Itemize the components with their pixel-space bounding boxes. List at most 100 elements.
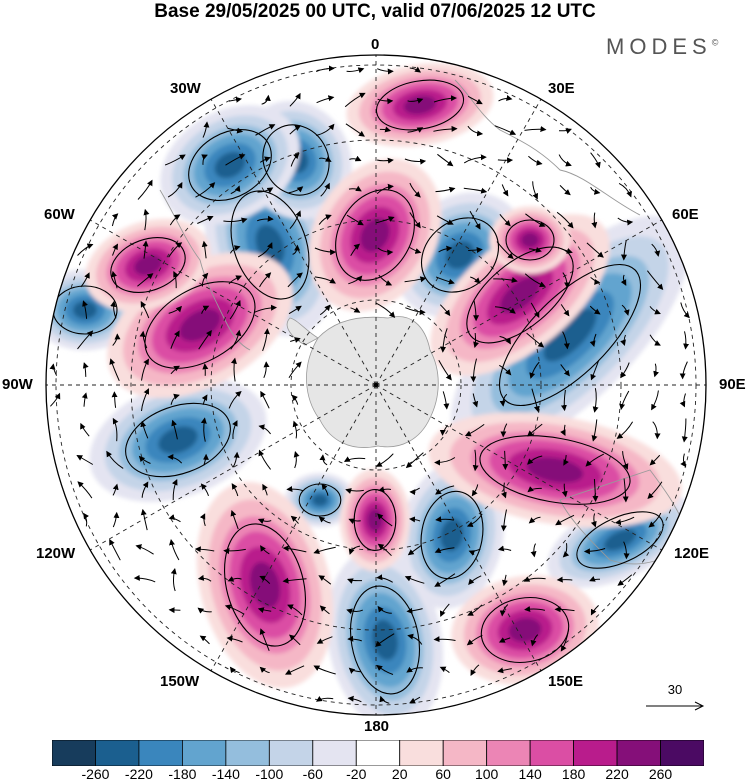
wind-arrow-119: [140, 301, 150, 319]
wind-arrow-238: [345, 488, 364, 494]
wind-arrow-283: [530, 543, 537, 558]
wind-arrow-144: [262, 328, 270, 352]
colorbar-swatch-11: [529, 740, 574, 766]
wind-arrow-209: [106, 450, 124, 469]
wind-arrow-243: [501, 482, 507, 499]
colorbar-tick-label: 220: [605, 766, 629, 782]
lon-label-180: 180: [364, 718, 390, 735]
wind-arrow-42: [137, 179, 153, 200]
wind-arrow-86: [350, 243, 361, 256]
anomaly-contour-11: [144, 281, 256, 369]
wind-arrow-0: [315, 65, 335, 73]
anomaly-contour-12: [335, 189, 415, 281]
meridian-7: [210, 384, 377, 672]
wind-arrow-76: [617, 217, 634, 226]
anomaly-field: [46, 63, 693, 715]
wind-arrow-228: [680, 453, 687, 468]
wind-arrow-20: [379, 126, 392, 133]
wind-arrow-171: [653, 363, 660, 378]
wind-arrow-26: [558, 128, 572, 134]
wind-arrow-122: [229, 299, 241, 320]
anomaly-contour-13: [466, 246, 574, 344]
wind-arrow-272: [194, 546, 215, 553]
wind-arrow-290: [227, 576, 242, 582]
wind-arrow-185: [531, 388, 540, 413]
wind-arrow-103: [259, 272, 272, 288]
wind-arrow-66: [318, 214, 332, 225]
wind-arrow-186: [560, 389, 567, 412]
wind-arrow-344: [379, 695, 390, 704]
positive-anomaly-17-level-5: [508, 617, 542, 643]
wind-arrow-148: [499, 335, 511, 345]
anomaly-contour-1: [230, 190, 310, 300]
wind-arrow-47: [287, 186, 304, 194]
wind-arrow-101: [201, 272, 209, 287]
wind-arrow-165: [470, 358, 477, 383]
wind-arrow-226: [622, 451, 629, 470]
wind-arrow-313: [439, 603, 450, 618]
wind-arrow-149: [526, 332, 545, 348]
wind-arrow-23: [467, 125, 484, 137]
wind-arrow-277: [348, 545, 361, 555]
wind-arrow-337: [376, 664, 394, 675]
wind-arrow-315: [499, 604, 509, 617]
wind-arrow-25: [524, 126, 547, 132]
wind-arrow-270: [135, 544, 154, 555]
wind-arrow-74: [556, 211, 574, 229]
wind-arrow-82: [229, 245, 241, 254]
positive-anomaly-16-level-5: [367, 508, 383, 532]
wind-arrow-8: [344, 92, 366, 108]
wind-arrow-125: [319, 304, 331, 316]
lon-label-120w: 120W: [36, 545, 76, 562]
wind-arrow-93: [557, 247, 573, 254]
colorbar-tick-label: 100: [474, 766, 499, 782]
wind-arrow-219: [405, 452, 424, 469]
wind-arrow-233: [200, 483, 209, 497]
wind-arrow-291: [259, 575, 271, 584]
wind-arrow-311: [377, 605, 392, 614]
wind-arrow-172: [679, 361, 688, 380]
colorbar-swatch-7: [355, 740, 401, 766]
wind-arrow-289: [197, 574, 212, 582]
anomaly-contour-5: [420, 490, 484, 580]
wind-arrow-231: [141, 481, 149, 498]
colorbar-tick-label: -180: [168, 766, 197, 782]
wind-arrow-323: [316, 636, 333, 644]
wind-arrow-48: [320, 182, 330, 197]
meridian-4: [375, 384, 663, 551]
wind-arrow-187: [592, 388, 599, 413]
wind-arrow-170: [620, 362, 630, 379]
positive-anomaly-12-level-5: [360, 218, 390, 252]
lon-label-0: 0: [371, 36, 380, 53]
wind-arrow-316: [524, 606, 546, 612]
wind-arrow-274: [260, 545, 270, 555]
wind-arrow-133: [560, 304, 570, 317]
wind-arrow-152: [620, 334, 626, 346]
wind-arrow-118: [110, 300, 117, 319]
wind-arrow-339: [439, 666, 450, 674]
wind-arrow-164: [438, 360, 452, 381]
lat-lon-grid: [46, 55, 706, 715]
meridian-10: [89, 219, 377, 386]
wind-arrow-138: [77, 330, 94, 350]
wind-arrow-271: [169, 539, 180, 561]
wind-arrow-16: [255, 124, 276, 136]
wind-arrow-253: [199, 513, 206, 527]
wind-arrow-15: [227, 127, 244, 134]
wind-arrow-128: [405, 307, 426, 316]
wind-arrow-150: [562, 331, 570, 350]
colorbar-tick-label: 60: [435, 766, 451, 782]
wind-arrow-163: [288, 361, 302, 379]
colorbar-swatch-3: [181, 740, 227, 766]
wind-arrow-9: [377, 98, 394, 105]
wind-arrow-227: [649, 454, 661, 466]
wind-arrow-55: [532, 181, 538, 200]
wind-arrow-24: [494, 125, 517, 135]
wind-arrow-109: [435, 276, 455, 285]
wind-arrow-17: [289, 125, 302, 135]
wind-arrow-84: [292, 244, 301, 255]
colorbar-tick-label: -140: [211, 766, 240, 782]
anomaly-contour-14: [479, 435, 631, 505]
wind-arrow-281: [468, 548, 481, 556]
wind-arrow-178: [201, 394, 208, 405]
